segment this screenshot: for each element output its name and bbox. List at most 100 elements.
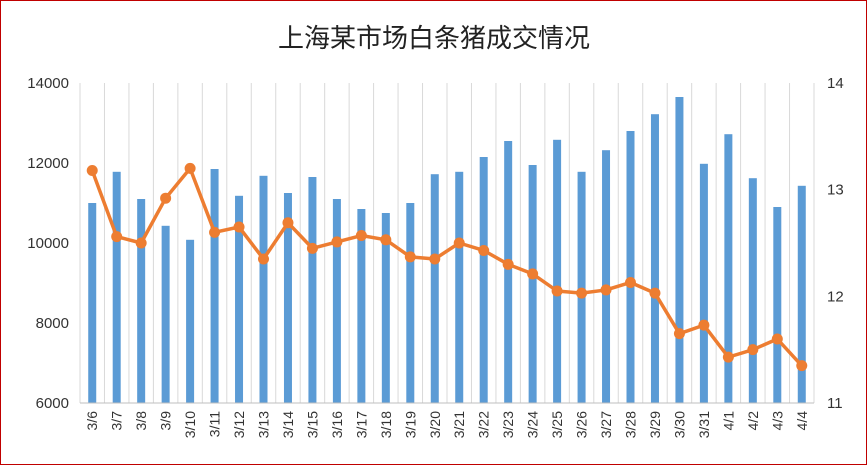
y-left-tick-label: 12000 [27, 155, 69, 172]
y-left-tick-label: 6000 [36, 395, 69, 412]
x-tick-label: 3/24 [525, 411, 541, 438]
x-tick-label: 3/30 [671, 411, 687, 438]
x-tick-label: 3/9 [158, 411, 174, 431]
line-point [478, 244, 490, 256]
line-point [111, 231, 123, 243]
line-point [673, 328, 685, 340]
bar [332, 199, 341, 403]
line-point [502, 258, 514, 270]
line-point [551, 285, 563, 297]
x-tick-label: 3/11 [207, 411, 223, 437]
line-point [86, 164, 98, 176]
bar [699, 163, 708, 403]
line-point [380, 234, 392, 246]
bar [210, 169, 219, 403]
bar [675, 97, 684, 403]
bar [724, 134, 733, 403]
y-right-tick-label: 14 [827, 75, 844, 92]
x-tick-label: 3/19 [402, 411, 418, 438]
line-point [160, 192, 172, 204]
y-right-tick-label: 11 [827, 395, 843, 412]
bar [430, 174, 439, 403]
bar [455, 171, 464, 403]
line-point [771, 333, 783, 345]
line-series [86, 162, 808, 372]
chart-title: 上海某市场白条猪成交情况 [278, 24, 590, 54]
y-left-tick-label: 10000 [27, 235, 69, 252]
axes: 6000 8000 10000 12000 14000 11 12 13 14 3/6 3/7 3/8… [27, 75, 843, 438]
bar [235, 195, 244, 403]
line-point [625, 276, 636, 288]
bar [528, 165, 537, 403]
bar [137, 199, 146, 403]
line-point [698, 319, 710, 331]
line-point [184, 162, 196, 174]
x-tick-label: 3/26 [574, 411, 590, 438]
bar [161, 225, 170, 403]
y-left-tick-label: 8000 [36, 315, 69, 332]
line-point [331, 236, 343, 248]
x-tick-label: 3/29 [647, 411, 663, 438]
line-point [527, 268, 539, 280]
bar [308, 177, 317, 403]
y-right-tick-label: 13 [827, 182, 844, 199]
bar-series [88, 97, 806, 404]
x-tick-label: 3/13 [256, 411, 272, 438]
x-tick-label: 3/31 [696, 411, 712, 438]
x-tick-label: 3/18 [378, 411, 394, 438]
bar [112, 171, 121, 403]
x-tick-label: 4/3 [769, 411, 785, 431]
x-tick-label: 3/27 [598, 411, 614, 438]
x-tick-label: 4/2 [745, 411, 761, 431]
line-point [796, 360, 808, 372]
x-tick-label: 3/10 [182, 411, 198, 438]
bar [650, 114, 659, 403]
line-point [722, 351, 734, 363]
line-point [404, 251, 416, 263]
line-point [747, 344, 759, 356]
x-tick-label: 4/1 [720, 411, 736, 431]
bar [748, 178, 757, 403]
bar [773, 207, 782, 403]
bar [553, 139, 562, 404]
x-tick-label: 3/28 [623, 411, 639, 438]
x-tick-label: 3/20 [427, 411, 443, 438]
bar [626, 131, 635, 403]
y-left-tick-label: 14000 [27, 75, 69, 92]
bar [259, 175, 268, 403]
x-tick-label: 3/15 [304, 411, 320, 438]
grid-lines [79, 83, 815, 403]
bar [577, 171, 586, 403]
line-point [135, 237, 147, 249]
line-point [233, 221, 245, 233]
x-tick-label: 3/23 [500, 411, 516, 438]
x-tick-label: 3/6 [84, 411, 100, 431]
line-point [600, 284, 612, 296]
x-tick-label: 3/8 [133, 411, 149, 431]
bar [504, 141, 513, 403]
x-tick-label: 3/16 [329, 411, 345, 438]
y-right-tick-label: 12 [827, 288, 844, 305]
x-tick-label: 4/4 [794, 411, 810, 431]
bar [357, 209, 366, 403]
x-tick-label: 3/25 [549, 411, 565, 438]
bar [479, 157, 488, 403]
bar [406, 203, 415, 403]
bar [797, 185, 806, 403]
line-point [209, 226, 221, 238]
x-tick-label: 3/21 [451, 411, 467, 438]
line-point [576, 287, 588, 299]
x-tick-label: 3/12 [231, 411, 247, 438]
bar [88, 203, 97, 403]
x-tick-label: 3/17 [353, 411, 369, 438]
x-tick-label: 3/14 [280, 411, 296, 438]
x-tick-label: 3/22 [476, 411, 492, 438]
x-tick-label: 3/7 [109, 411, 125, 431]
line-point [306, 242, 318, 254]
line-point [429, 253, 441, 265]
line-point [282, 217, 294, 229]
bar [186, 239, 195, 403]
line-point [355, 230, 367, 242]
